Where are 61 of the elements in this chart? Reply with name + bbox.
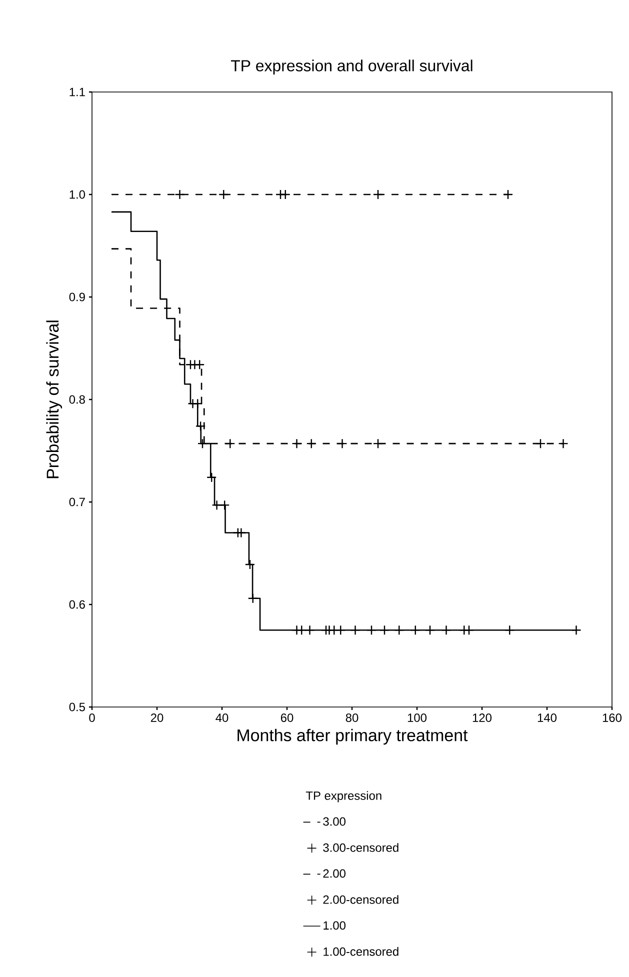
point [280,189,290,200]
point [558,438,568,449]
legend-label: 3.00 [323,817,346,826]
point [218,189,229,200]
point [306,438,316,449]
y-tick-label: 1.1 [70,88,85,96]
legend-label: 2.00-censored [323,895,398,904]
y-tick-label: 0.5 [69,702,85,712]
legend-label: 1.00-censored [324,947,398,956]
y-tick-label: 0.6 [69,600,85,609]
point [504,625,515,636]
legend-title: TP expression [306,791,382,802]
legend-label: 2.00 [323,869,346,878]
point [236,528,246,538]
point [394,625,404,636]
y-tick-label: 0.7 [69,498,85,506]
point [337,438,348,449]
point [350,625,360,636]
x-tick-label: 20 [150,714,164,722]
legend-label: 3.00-censored [323,843,398,852]
y-tick-label: 1.0 [70,190,86,199]
point [174,189,185,200]
point [292,438,302,449]
x-tick-label: 140 [538,714,557,722]
point [225,438,236,449]
point [192,398,203,409]
point [195,421,206,432]
point [212,500,222,510]
point [194,360,205,370]
point [304,625,315,636]
point [336,625,346,636]
point [441,625,452,636]
x-tick-label: 120 [472,714,492,722]
point [366,625,377,636]
point [220,500,230,510]
point [206,472,217,482]
point [372,438,384,449]
point [244,559,256,570]
x-tick-label: 0 [89,714,95,722]
x-axis-title: Months after primary treatment [238,728,468,745]
chart-title: TP expression and overall survival [230,60,472,74]
x-tick-label: 60 [280,714,294,722]
point [464,625,474,636]
point [379,625,390,636]
y-tick-label: 0.9 [69,292,85,302]
point [197,438,208,449]
point [571,625,582,636]
point [502,189,514,200]
y-axis-title: Probability of survival [46,320,62,478]
point [535,438,546,449]
x-tick-label: 80 [346,714,358,722]
point [372,189,384,200]
point [410,625,420,636]
legend-label: 1.00 [324,921,346,930]
point [424,625,436,636]
y-tick-label: 0.8 [69,395,85,404]
x-tick-label: 40 [216,714,228,722]
point [248,593,258,604]
x-tick-label: 160 [602,714,622,722]
x-tick-label: 100 [408,714,427,722]
point [296,625,307,636]
